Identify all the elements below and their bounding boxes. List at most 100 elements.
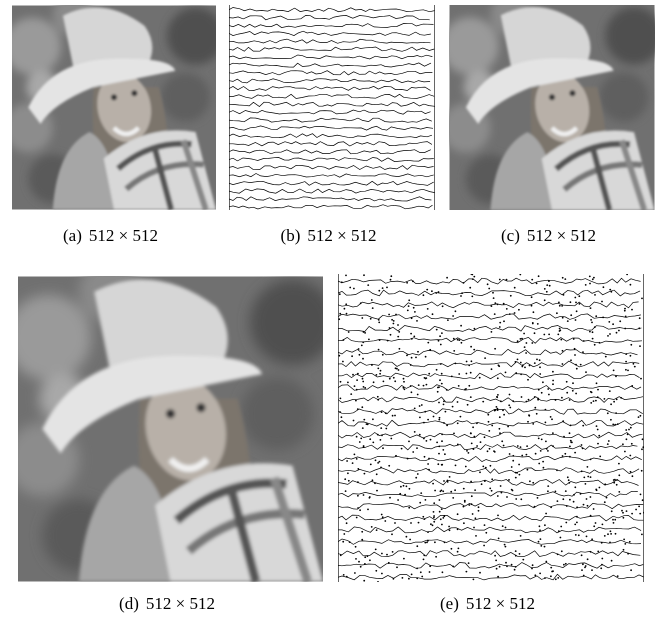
noise-dot	[538, 275, 540, 277]
noise-dot	[614, 424, 616, 426]
noise-dot	[403, 387, 405, 389]
wave-line	[229, 165, 434, 169]
noise-dot	[361, 539, 363, 541]
noise-dot	[460, 295, 462, 297]
wave-line	[338, 361, 639, 367]
noise-dot	[587, 476, 589, 478]
noise-dot	[596, 489, 598, 491]
noise-dot	[432, 483, 434, 485]
noise-dot	[476, 422, 478, 424]
noise-dot	[452, 406, 454, 408]
noise-dot	[468, 562, 470, 564]
noise-dot	[560, 526, 562, 528]
noise-dot	[563, 294, 565, 296]
noise-dot	[531, 568, 533, 570]
noise-dot	[379, 373, 381, 375]
noise-dot	[451, 376, 453, 378]
noise-dot	[531, 342, 533, 344]
noise-dot	[362, 358, 364, 360]
noise-dot	[443, 480, 445, 482]
noise-dot	[356, 379, 358, 381]
noise-dot	[620, 397, 622, 399]
noise-dot	[488, 430, 490, 432]
noise-dot	[571, 442, 573, 444]
noise-dot	[594, 326, 596, 328]
noise-dot	[604, 535, 606, 537]
noise-dot	[547, 490, 549, 492]
noise-dot	[410, 333, 412, 335]
noise-dot	[457, 422, 459, 424]
noise-dot	[412, 280, 414, 282]
noise-dot	[464, 501, 466, 503]
noise-dot	[355, 400, 357, 402]
noise-dot	[363, 494, 365, 496]
noise-dot	[484, 436, 486, 438]
noise-dot	[628, 429, 630, 431]
noise-dot	[511, 466, 513, 468]
noise-dot	[396, 566, 398, 568]
noise-dot	[340, 554, 342, 556]
noise-dot	[548, 394, 550, 396]
noise-dot	[515, 566, 517, 568]
noise-dot	[487, 283, 489, 285]
noise-dot	[406, 536, 408, 538]
noise-dot	[378, 322, 380, 324]
noise-dot	[358, 348, 360, 350]
noise-dot	[421, 404, 423, 406]
noise-dot	[544, 524, 546, 526]
noise-dot	[512, 460, 514, 462]
noise-dot	[537, 398, 539, 400]
noise-dot	[630, 569, 632, 571]
noise-dot	[627, 370, 629, 372]
noise-dot	[521, 455, 523, 457]
noise-dot	[480, 441, 482, 443]
noise-dot	[539, 373, 541, 375]
noise-dot	[527, 469, 529, 471]
noise-dot	[609, 289, 611, 291]
noise-dot	[451, 548, 453, 550]
noise-dot	[478, 506, 480, 508]
noise-dot	[425, 499, 427, 501]
noise-dot	[501, 440, 503, 442]
noise-dot	[426, 289, 428, 291]
noise-dot	[512, 455, 514, 457]
wave-line	[229, 181, 434, 185]
noise-dot	[631, 443, 633, 445]
noise-dot	[389, 497, 391, 499]
noise-dot	[417, 473, 419, 475]
noise-dot	[411, 574, 413, 576]
noise-dot	[445, 411, 447, 413]
wave-line	[338, 337, 642, 343]
noise-dot	[381, 573, 383, 575]
noise-dot	[342, 541, 344, 543]
noise-dot	[573, 494, 575, 496]
noise-dot	[429, 565, 431, 567]
noise-dot	[463, 282, 465, 284]
noise-dot	[457, 339, 459, 341]
noise-dot	[624, 543, 626, 545]
noise-dot	[410, 364, 412, 366]
noise-dot	[460, 325, 462, 327]
noise-dot	[379, 339, 381, 341]
noise-dot	[380, 467, 382, 469]
noise-dot	[526, 445, 528, 447]
noise-dot	[449, 476, 451, 478]
caption-size: 512 × 512	[89, 226, 158, 245]
noise-dot	[403, 485, 405, 487]
noise-dot	[597, 389, 599, 391]
noise-dot	[602, 317, 604, 319]
noise-dot	[580, 364, 582, 366]
wave-line	[338, 563, 643, 569]
noise-dot	[499, 279, 501, 281]
noise-dot	[544, 299, 546, 301]
noise-dot	[625, 369, 627, 371]
noise-dot	[642, 499, 644, 501]
noise-dot	[599, 487, 601, 489]
noise-dot	[591, 569, 593, 571]
noise-dot	[499, 428, 501, 430]
noise-dot	[499, 432, 501, 434]
noise-dot	[602, 524, 604, 526]
noise-dot	[496, 568, 498, 570]
noise-dot	[578, 534, 580, 536]
noise-dot	[389, 327, 391, 329]
